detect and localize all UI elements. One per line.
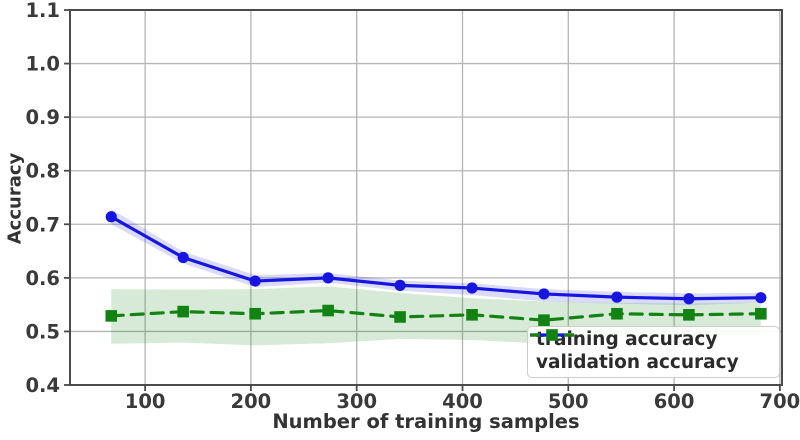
- training-point-marker: [322, 272, 334, 284]
- y-tick-label: 1.1: [25, 0, 60, 22]
- x-tick-label: 700: [760, 390, 800, 413]
- validation-point-marker: [177, 305, 190, 318]
- y-axis-label: Accuracy: [4, 152, 26, 245]
- training-point-marker: [177, 251, 189, 264]
- validation-point-marker: [538, 314, 550, 326]
- validation-point-marker: [394, 311, 406, 323]
- validation-point-marker: [105, 310, 118, 322]
- training-point-marker: [249, 275, 261, 287]
- y-tick-label: 0.7: [25, 213, 60, 236]
- validation-legend-sample-icon: [530, 329, 574, 341]
- training-point-marker: [105, 211, 117, 223]
- axis-spines: [69, 9, 783, 386]
- y-tick-label: 0.6: [25, 267, 60, 290]
- training-point-marker: [466, 282, 478, 294]
- x-tick-label: 600: [654, 390, 695, 413]
- y-tick-label: 0.8: [25, 160, 60, 183]
- training-point-marker: [611, 291, 623, 303]
- validation-point-marker: [249, 307, 261, 320]
- training-point-marker: [755, 292, 767, 304]
- validation-point-marker: [683, 309, 695, 321]
- y-tick-label: 0.5: [25, 320, 60, 343]
- y-tick-label: 0.9: [25, 106, 60, 129]
- x-tick-label: 100: [125, 390, 166, 413]
- x-tick-label: 200: [231, 390, 272, 413]
- x-tick-label: 400: [442, 390, 483, 413]
- validation-point-marker: [755, 307, 767, 320]
- legend-entry-validation: validation accuracy: [530, 329, 771, 374]
- x-tick-label: 300: [336, 390, 377, 413]
- validation-point-marker: [322, 304, 334, 317]
- y-tick-label: 0.4: [25, 374, 60, 397]
- validation-point-marker: [466, 309, 478, 321]
- legend-label: training accuracy: [536, 329, 718, 351]
- y-tick-label: 1.0: [25, 53, 60, 76]
- legend-label: validation accuracy: [536, 352, 739, 374]
- training-accuracy-line: [109, 215, 763, 301]
- validation-accuracy-line: [109, 308, 763, 322]
- training-point-marker: [394, 279, 406, 291]
- validation-point-marker: [611, 307, 623, 320]
- x-axis-label: Number of training samples: [272, 410, 580, 433]
- training-point-marker: [683, 293, 695, 305]
- legend: training accuracy validation accuracy: [527, 326, 780, 378]
- training-point-marker: [538, 288, 550, 300]
- x-tick-label: 500: [548, 390, 589, 413]
